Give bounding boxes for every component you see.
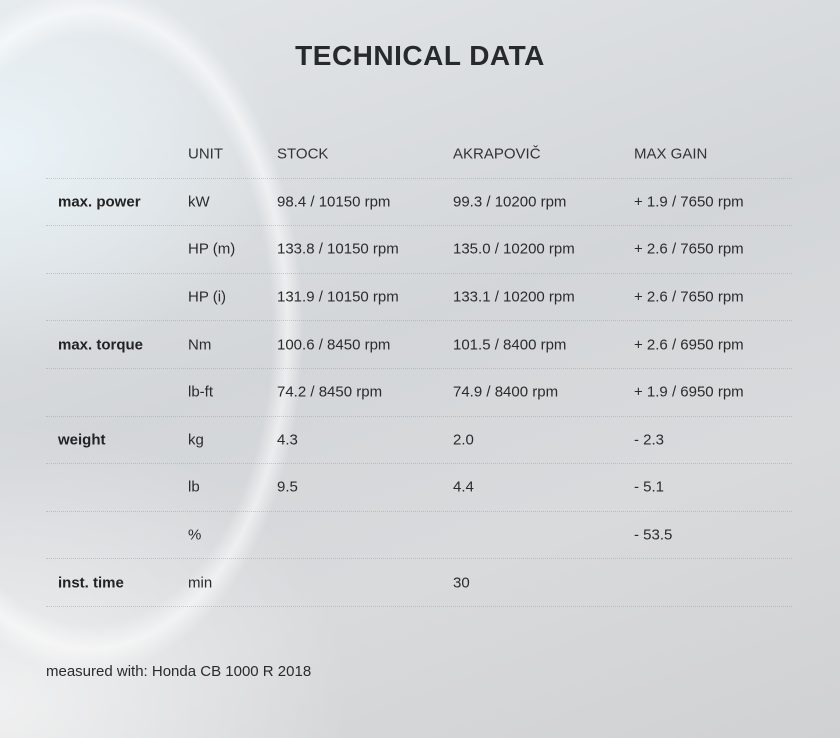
table-row: % - 53.5 [46,512,792,560]
unit-cell: lb-ft [188,383,214,401]
table-row: max. power kW 98.4 / 10150 rpm 99.3 / 10200… [46,179,792,227]
stock-cell: 4.3 [277,431,298,449]
unit-cell: kW [188,193,210,211]
stock-cell: 74.2 / 8450 rpm [277,383,383,401]
stock-cell: 131.9 / 10150 rpm [277,288,399,306]
max-gain-cell: - 2.3 [634,431,665,449]
row-label: weight [58,431,106,449]
table-header-row: UNIT STOCK AKRAPOVIČ MAX GAIN [46,131,792,179]
max-gain-cell: + 1.9 / 6950 rpm [634,383,744,401]
row-label: max. power [58,193,141,211]
stock-cell: 100.6 / 8450 rpm [277,336,391,354]
unit-cell: HP (i) [188,288,227,306]
akrapovic-cell: 133.1 / 10200 rpm [453,288,575,306]
akrapovic-cell: 30 [453,574,470,592]
max-gain-cell: - 5.1 [634,478,665,496]
unit-cell: kg [188,431,204,449]
header-stock: STOCK [277,145,329,163]
row-label: inst. time [58,574,124,592]
table-row: weight kg 4.3 2.0 - 2.3 [46,417,792,465]
unit-cell: HP (m) [188,240,236,258]
unit-cell: % [188,526,202,544]
max-gain-cell: + 2.6 / 7650 rpm [634,288,744,306]
unit-cell: Nm [188,336,212,354]
header-unit: UNIT [188,145,223,163]
table-row: max. torque Nm 100.6 / 8450 rpm 101.5 / 840… [46,321,792,369]
akrapovic-cell: 74.9 / 8400 rpm [453,383,559,401]
max-gain-cell: - 53.5 [634,526,673,544]
header-max-gain: MAX GAIN [634,145,708,163]
header-akrapovic: AKRAPOVIČ [453,145,541,163]
unit-cell: min [188,574,213,592]
table-row: HP (i) 131.9 / 10150 rpm 133.1 / 10200 rpm… [46,274,792,322]
stock-cell: 9.5 [277,478,298,496]
table-row: inst. time min 30 [46,559,792,607]
max-gain-cell: + 2.6 / 7650 rpm [634,240,744,258]
table-row: lb-ft 74.2 / 8450 rpm 74.9 / 8400 rpm + 1.9… [46,369,792,417]
row-label: max. torque [58,336,144,354]
technical-data-table: UNIT STOCK AKRAPOVIČ MAX GAIN max. power… [46,131,792,607]
akrapovic-cell: 99.3 / 10200 rpm [453,193,567,211]
unit-cell: lb [188,478,200,496]
footnote: measured with: Honda CB 1000 R 2018 [46,663,312,680]
stock-cell: 133.8 / 10150 rpm [277,240,399,258]
table-row: HP (m) 133.8 / 10150 rpm 135.0 / 10200 rpm… [46,226,792,274]
akrapovic-cell: 4.4 [453,478,474,496]
table-row: lb 9.5 4.4 - 5.1 [46,464,792,512]
stock-cell: 98.4 / 10150 rpm [277,193,391,211]
page-title: TECHNICAL DATA [295,40,545,71]
akrapovic-cell: 101.5 / 8400 rpm [453,336,567,354]
max-gain-cell: + 1.9 / 7650 rpm [634,193,744,211]
akrapovic-cell: 2.0 [453,431,474,449]
max-gain-cell: + 2.6 / 6950 rpm [634,336,744,354]
akrapovic-cell: 135.0 / 10200 rpm [453,240,575,258]
